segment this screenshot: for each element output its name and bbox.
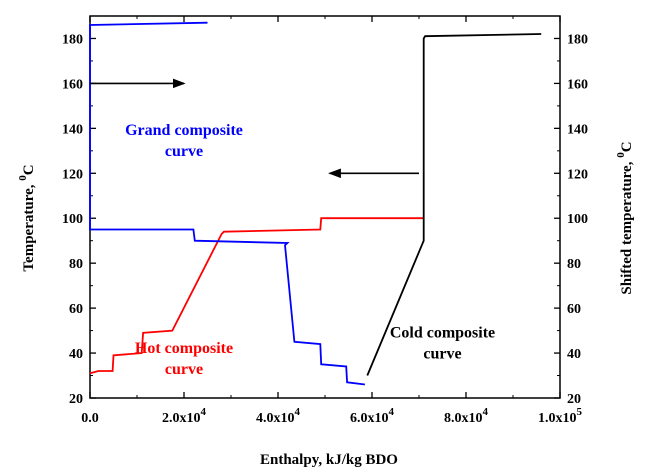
y-tick-label-left: 40 bbox=[69, 347, 83, 362]
y-axis-title-right-unit: C bbox=[619, 141, 635, 152]
y-axis-title-left-degree: 0 bbox=[17, 175, 29, 181]
y-tick-label-right: 120 bbox=[567, 167, 588, 182]
y-tick-label-right: 40 bbox=[567, 347, 581, 362]
y-tick-label-right: 60 bbox=[567, 302, 581, 317]
x-tick-mantissa: 1.0x10 bbox=[538, 411, 577, 426]
x-tick-label: 0.0 bbox=[81, 411, 99, 426]
series-layer bbox=[89, 21, 542, 386]
y-tick-label-left: 180 bbox=[62, 32, 83, 47]
y-axis-title-left-unit: C bbox=[21, 164, 37, 175]
annotation-line: curve bbox=[165, 143, 203, 160]
x-axis-title: Enthalpy, kJ/kg BDO bbox=[260, 452, 398, 468]
x-tick-mantissa: 6.0x10 bbox=[350, 411, 389, 426]
x-tick-exponent: 4 bbox=[295, 406, 301, 418]
y-axis-title-right-degree: 0 bbox=[615, 152, 627, 158]
y-axis-title-left: Temperature, 0C bbox=[17, 164, 37, 271]
cold-composite-curve-line bbox=[366, 33, 542, 376]
y-tick-label-left: 160 bbox=[62, 77, 83, 92]
annotation-line: Cold composite bbox=[390, 324, 495, 341]
x-tick-exponent: 4 bbox=[483, 406, 489, 418]
axes-layer: 0.0 2.0x104 4.0x104 6.0x104 8.0x104 1.0x10520… bbox=[62, 15, 588, 426]
x-tick-mantissa: 8.0x10 bbox=[444, 411, 483, 426]
annotation-label: Cold composite curve bbox=[390, 324, 495, 362]
y-tick-label-right: 100 bbox=[567, 212, 588, 227]
grand-composite-curve-line bbox=[89, 21, 366, 386]
x-tick-label: 4.0x104 bbox=[256, 406, 301, 426]
annotation-line: curve bbox=[423, 345, 461, 362]
x-tick-label: 2.0x104 bbox=[162, 406, 207, 426]
x-tick-mantissa: 2.0x10 bbox=[162, 411, 201, 426]
annotation-line: Grand composite bbox=[125, 122, 243, 139]
x-tick-label: 1.0x105 bbox=[538, 406, 583, 426]
y-tick-label-left: 80 bbox=[69, 257, 83, 272]
y-axis-title-right: Shifted temperature, 0C bbox=[615, 141, 635, 294]
x-tick-exponent: 4 bbox=[389, 406, 395, 418]
y-tick-label-left: 100 bbox=[62, 212, 83, 227]
x-tick-exponent: 5 bbox=[577, 406, 583, 418]
y-tick-label-left: 120 bbox=[62, 167, 83, 182]
x-tick-label: 8.0x104 bbox=[444, 406, 489, 426]
annotation-line: curve bbox=[165, 361, 203, 378]
x-tick-label: 6.0x104 bbox=[350, 406, 395, 426]
y-tick-label-right: 160 bbox=[567, 77, 588, 92]
y-axis-title-right-text: Shifted temperature, bbox=[619, 158, 635, 295]
y-tick-label-left: 20 bbox=[69, 392, 83, 407]
hot-composite-curve-line bbox=[89, 217, 424, 375]
x-tick-mantissa: 4.0x10 bbox=[256, 411, 295, 426]
annotation-label: Grand composite curve bbox=[125, 122, 243, 160]
annotation-label: Hot composite curve bbox=[135, 340, 233, 378]
y-tick-label-right: 20 bbox=[567, 392, 581, 407]
annotation-line: Hot composite bbox=[135, 340, 233, 357]
y-tick-label-right: 140 bbox=[567, 122, 588, 137]
y-axis-title-left-text: Temperature, bbox=[21, 181, 37, 272]
y-tick-label-left: 60 bbox=[69, 302, 83, 317]
y-tick-label-right: 80 bbox=[567, 257, 581, 272]
y-tick-label-left: 140 bbox=[62, 122, 83, 137]
x-tick-exponent: 4 bbox=[201, 406, 207, 418]
y-tick-label-right: 180 bbox=[567, 32, 588, 47]
